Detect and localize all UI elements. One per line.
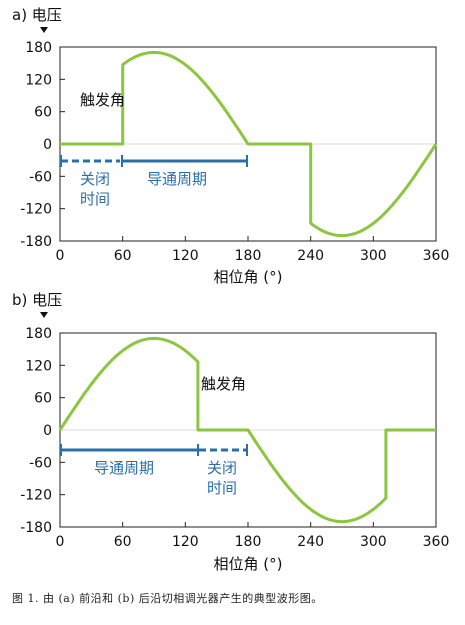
x-tick-label: 60 bbox=[114, 248, 132, 264]
y-tick-label: 0 bbox=[43, 137, 52, 153]
x-ticks-b: 0 60 120 180 240 300 360 bbox=[56, 522, 450, 550]
x-tick-label: 180 bbox=[235, 534, 262, 550]
y-tick-label: 60 bbox=[34, 391, 52, 407]
figure-caption: 图 1. 由 (a) 前沿和 (b) 后沿切相调光器产生的典型波形图。 bbox=[12, 592, 323, 605]
panel-a-label: a) 电压 bbox=[12, 6, 62, 24]
x-tick-label: 300 bbox=[360, 534, 387, 550]
conduction-label-b: 导通周期 bbox=[94, 459, 154, 477]
down-arrow-icon bbox=[40, 312, 48, 318]
off-time-label-b: 关闭时间 bbox=[207, 459, 237, 497]
y-tick-label: 120 bbox=[25, 358, 52, 374]
y-tick-label: 180 bbox=[25, 40, 52, 56]
y-ticks-a: 180 120 60 0 -60 -120 -180 bbox=[20, 40, 65, 250]
y-tick-label: -180 bbox=[20, 234, 52, 250]
x-tick-label: 360 bbox=[423, 248, 450, 264]
y-tick-label: -120 bbox=[20, 488, 52, 504]
y-ticks-b: 180 120 60 0 -60 -120 -180 bbox=[20, 326, 65, 536]
y-tick-label: -60 bbox=[29, 455, 52, 471]
down-arrow-icon bbox=[40, 27, 48, 33]
y-tick-label: 120 bbox=[25, 72, 52, 88]
panel-b: b) 电压 180 120 60 0 -60 -120 -180 0 60 120 180 240 3… bbox=[12, 291, 449, 573]
x-tick-label: 240 bbox=[297, 534, 324, 550]
y-tick-label: -180 bbox=[20, 520, 52, 536]
x-tick-label: 0 bbox=[56, 248, 65, 264]
x-tick-label: 180 bbox=[235, 248, 262, 264]
y-tick-label: 60 bbox=[34, 105, 52, 121]
waveform-line-a bbox=[60, 50, 438, 238]
y-tick-label: -120 bbox=[20, 202, 52, 218]
x-axis-title-a: 相位角 (°) bbox=[214, 268, 283, 286]
x-tick-label: 240 bbox=[297, 248, 324, 264]
panel-b-label: b) 电压 bbox=[12, 291, 62, 309]
conduction-label-a: 导通周期 bbox=[147, 170, 207, 188]
x-tick-label: 120 bbox=[172, 534, 199, 550]
y-tick-label: 0 bbox=[43, 423, 52, 439]
x-tick-label: 120 bbox=[172, 248, 199, 264]
off-time-label-a: 关闭时间 bbox=[80, 170, 110, 208]
x-axis-title-b: 相位角 (°) bbox=[214, 555, 283, 573]
panel-a: a) 电压 180 120 60 0 -60 -120 -180 0 60 120 180 240 3… bbox=[12, 6, 449, 286]
x-tick-label: 0 bbox=[56, 534, 65, 550]
waveform-line-b bbox=[58, 336, 436, 524]
y-tick-label: -60 bbox=[29, 169, 52, 185]
trigger-angle-annotation-b: 触发角 bbox=[201, 375, 246, 393]
y-tick-label: 180 bbox=[25, 326, 52, 342]
x-ticks-a: 0 60 120 180 240 300 360 bbox=[56, 236, 450, 264]
x-tick-label: 360 bbox=[423, 534, 450, 550]
trigger-angle-annotation-a: 触发角 bbox=[80, 91, 125, 109]
x-tick-label: 60 bbox=[114, 534, 132, 550]
x-tick-label: 300 bbox=[360, 248, 387, 264]
